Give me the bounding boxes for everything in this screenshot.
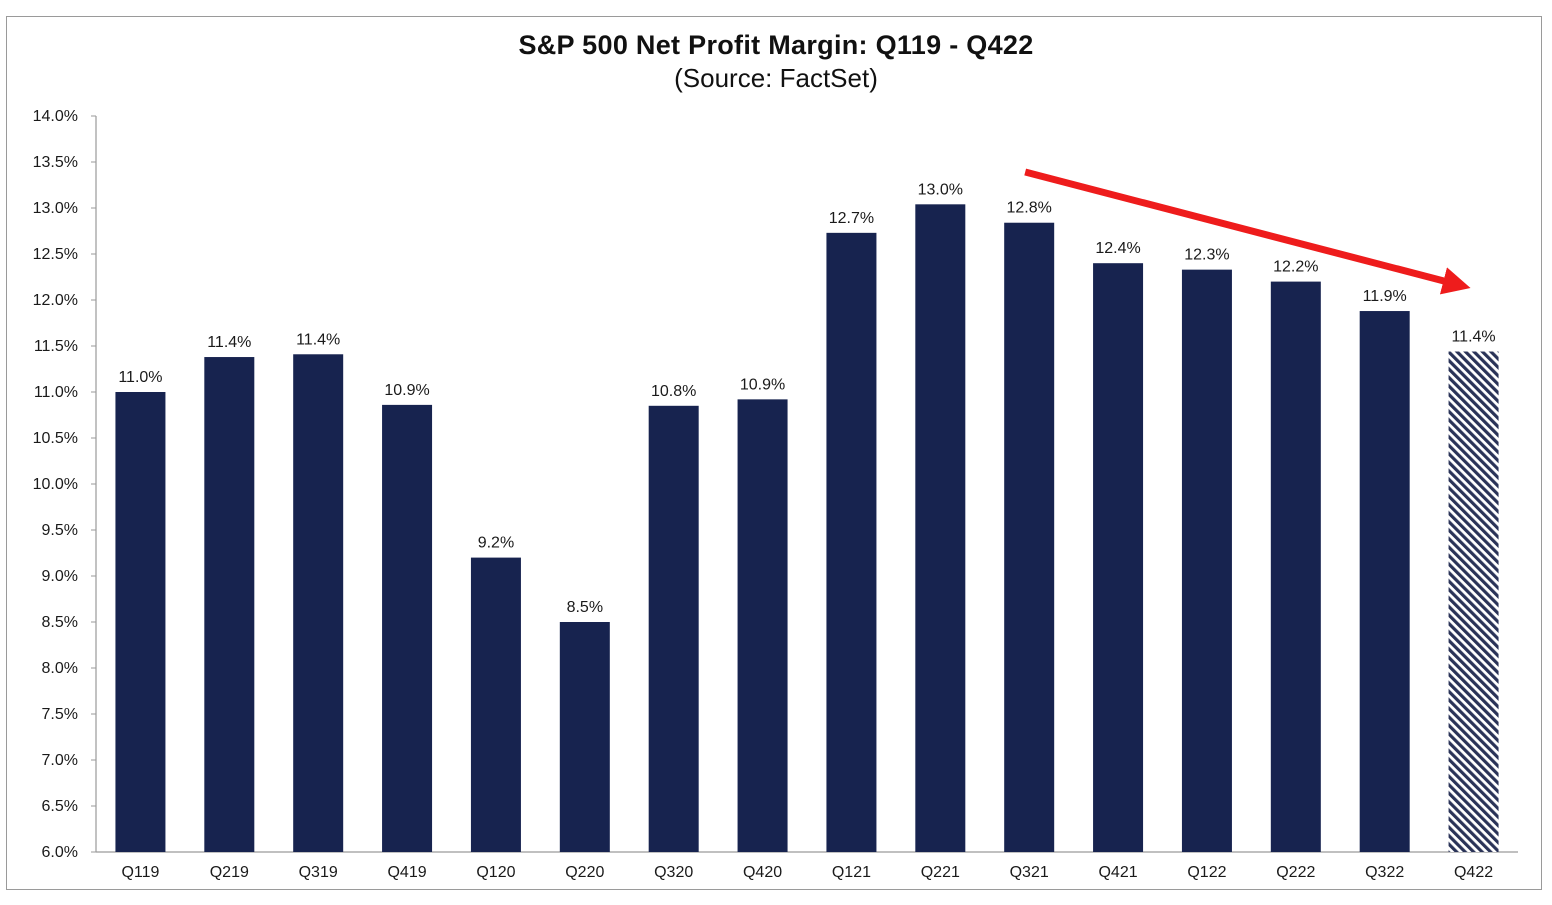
bar xyxy=(1181,269,1232,852)
x-tick-label: Q421 xyxy=(1098,864,1137,881)
bar xyxy=(1093,263,1144,852)
x-tick-label: Q422 xyxy=(1454,864,1493,881)
trend-arrow xyxy=(1024,168,1471,295)
bar-value-label: 12.2% xyxy=(1273,259,1318,276)
x-tick-label: Q419 xyxy=(387,864,426,881)
bar xyxy=(204,357,255,852)
bar xyxy=(1359,311,1410,852)
bar-value-label: 10.9% xyxy=(740,376,785,393)
x-tick-label: Q220 xyxy=(565,864,604,881)
x-tick-label: Q319 xyxy=(299,864,338,881)
bar-value-label: 11.4% xyxy=(296,331,340,348)
y-tick-label: 14.0% xyxy=(33,108,78,125)
y-tick-label: 8.0% xyxy=(42,660,78,677)
bar-value-label: 10.9% xyxy=(384,382,429,399)
y-tick-label: 9.5% xyxy=(42,522,78,539)
bar-value-label: 12.3% xyxy=(1184,247,1229,264)
x-tick-label: Q222 xyxy=(1276,864,1315,881)
bar xyxy=(648,405,699,852)
bar-value-label: 13.0% xyxy=(918,181,963,198)
bar-value-label: 12.4% xyxy=(1095,240,1140,257)
data-labels: 11.0% 11.4% 11.4% 10.9% 9.2% 8.5% 10.8% 10.9% 12… xyxy=(118,181,1495,616)
chart-subtitle: (Source: FactSet) xyxy=(674,63,878,93)
y-tick-label: 8.5% xyxy=(42,614,78,631)
x-tick-label: Q322 xyxy=(1365,864,1404,881)
bars xyxy=(115,204,1499,853)
y-tick-label: 6.0% xyxy=(42,844,78,861)
y-tick-label: 11.5% xyxy=(34,338,78,355)
y-tick-label: 7.5% xyxy=(42,706,78,723)
bar-estimate xyxy=(1448,351,1499,852)
bar-value-label: 10.8% xyxy=(651,383,696,400)
bar xyxy=(559,622,610,852)
bar-value-label: 12.7% xyxy=(829,210,874,227)
bar-value-label: 9.2% xyxy=(478,535,514,552)
x-tick-label: Q120 xyxy=(476,864,515,881)
bar xyxy=(382,404,433,852)
x-tick-label: Q221 xyxy=(921,864,960,881)
x-tick-label: Q321 xyxy=(1010,864,1049,881)
bar xyxy=(1270,281,1321,853)
bar xyxy=(293,354,344,852)
chart-title: S&P 500 Net Profit Margin: Q119 - Q422 xyxy=(518,30,1034,60)
y-tick-label: 13.5% xyxy=(33,154,78,171)
y-tick-label: 12.5% xyxy=(33,246,78,263)
x-tick-label: Q219 xyxy=(210,864,249,881)
bar xyxy=(915,204,966,852)
x-tick-label: Q420 xyxy=(743,864,782,881)
bar-value-label: 8.5% xyxy=(567,599,603,616)
bar-value-label: 11.4% xyxy=(1451,329,1495,346)
bar xyxy=(115,392,166,852)
y-tick-label: 9.0% xyxy=(42,568,78,585)
x-tick-label: Q320 xyxy=(654,864,693,881)
y-tick-label: 7.0% xyxy=(42,752,78,769)
bar-value-label: 11.9% xyxy=(1363,288,1407,305)
x-tick-label: Q121 xyxy=(832,864,871,881)
bar xyxy=(470,557,521,852)
bar-value-label: 11.4% xyxy=(207,334,251,351)
y-tick-label: 10.5% xyxy=(33,430,78,447)
x-tick-label: Q122 xyxy=(1187,864,1226,881)
bar xyxy=(826,232,877,853)
y-tick-label: 13.0% xyxy=(33,200,78,217)
y-tick-label: 10.0% xyxy=(33,476,78,493)
y-tick-label: 11.0% xyxy=(34,384,78,401)
bar-value-label: 11.0% xyxy=(118,369,162,386)
y-tick-label: 12.0% xyxy=(33,292,78,309)
bar-value-label: 12.8% xyxy=(1007,200,1052,217)
bar xyxy=(737,399,788,852)
x-tick-label: Q119 xyxy=(121,864,159,881)
x-axis: Q119 Q219 Q319 Q419 Q120 Q220 Q320 Q420 Q121 Q221… xyxy=(96,851,1518,881)
y-axis: 6.0% 6.5% 7.0% 7.5% 8.0% 8.5% 9.0% 9.5% 10.0% 10.… xyxy=(33,108,97,861)
y-tick-label: 6.5% xyxy=(42,798,78,815)
bar xyxy=(1004,222,1055,853)
annotations xyxy=(1024,168,1471,295)
